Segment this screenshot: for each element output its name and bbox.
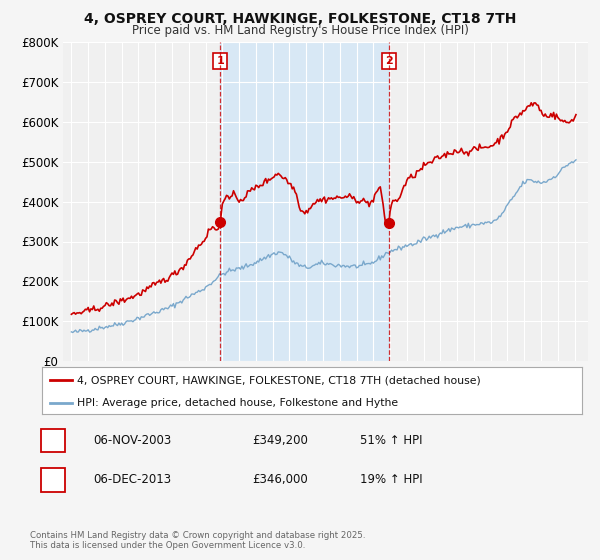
Text: 06-NOV-2003: 06-NOV-2003: [93, 434, 171, 447]
Text: 06-DEC-2013: 06-DEC-2013: [93, 473, 171, 487]
Text: 2: 2: [49, 473, 58, 487]
Text: 1: 1: [49, 434, 58, 447]
Text: 1: 1: [216, 56, 224, 66]
Text: 2: 2: [385, 56, 392, 66]
Text: HPI: Average price, detached house, Folkestone and Hythe: HPI: Average price, detached house, Folk…: [77, 398, 398, 408]
Text: 4, OSPREY COURT, HAWKINGE, FOLKESTONE, CT18 7TH: 4, OSPREY COURT, HAWKINGE, FOLKESTONE, C…: [84, 12, 516, 26]
Bar: [220, 42, 389, 361]
Text: £349,200: £349,200: [252, 434, 308, 447]
Text: Contains HM Land Registry data © Crown copyright and database right 2025.
This d: Contains HM Land Registry data © Crown c…: [30, 530, 365, 550]
Text: 19% ↑ HPI: 19% ↑ HPI: [360, 473, 422, 487]
Text: £346,000: £346,000: [252, 473, 308, 487]
Text: Price paid vs. HM Land Registry's House Price Index (HPI): Price paid vs. HM Land Registry's House …: [131, 24, 469, 37]
Text: 4, OSPREY COURT, HAWKINGE, FOLKESTONE, CT18 7TH (detached house): 4, OSPREY COURT, HAWKINGE, FOLKESTONE, C…: [77, 375, 481, 385]
Text: 51% ↑ HPI: 51% ↑ HPI: [360, 434, 422, 447]
